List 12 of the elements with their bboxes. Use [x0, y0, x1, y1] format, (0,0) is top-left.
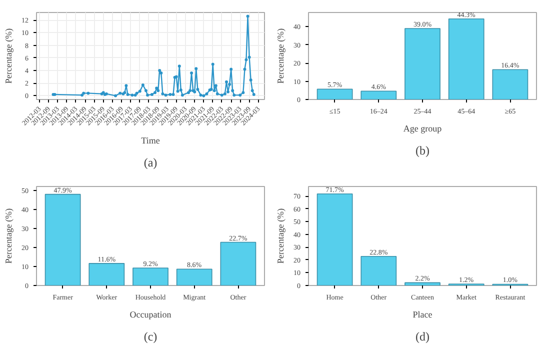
x-axis-title: Age group: [403, 124, 442, 134]
y-axis-title: Percentage (%): [4, 28, 14, 84]
text: (b): [416, 144, 430, 158]
x-axis-title: Occupation: [130, 310, 172, 320]
x-axis-title: Place: [412, 310, 432, 320]
y-axis-title: Percentage (%): [276, 28, 286, 84]
y-axis-title: Percentage (%): [276, 208, 286, 264]
text: (c): [144, 330, 158, 344]
text: (d): [416, 330, 430, 344]
y-axis-title: Percentage (%): [4, 208, 14, 264]
x-axis-title: Time: [141, 136, 160, 146]
text: (a): [144, 156, 158, 170]
